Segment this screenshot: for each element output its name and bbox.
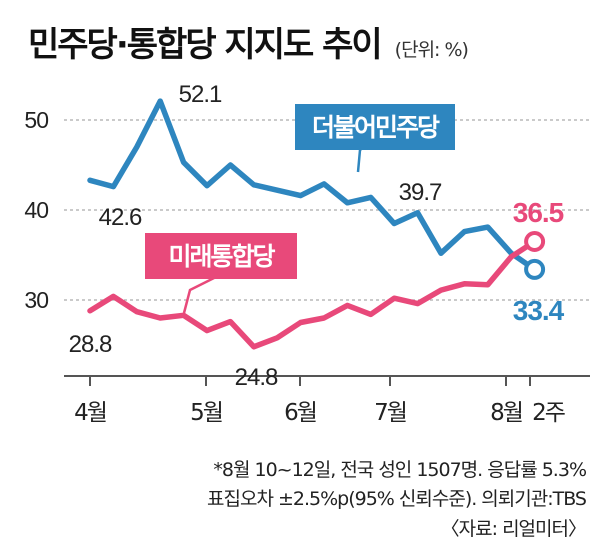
x-tick-label-1: 5월 <box>190 400 222 426</box>
x-tick-label-5: 2주 <box>532 400 565 426</box>
end-marker-0 <box>524 258 546 280</box>
data-label-0-14: 39.7 <box>399 179 442 206</box>
footnote-error: 표집오차 ±2.5%p(95% 신뢰수준). 의뢰기관:TBS <box>207 488 587 510</box>
series-line-0 <box>87 98 538 273</box>
series-line-1 <box>87 238 538 350</box>
y-tick-label-40: 40 <box>24 197 48 223</box>
democratic-name-box <box>295 104 455 150</box>
end-marker-1 <box>524 231 546 252</box>
x-tick-label-3: 7월 <box>374 400 406 426</box>
unified-leader <box>182 274 219 314</box>
data-label-1-19: 36.5 <box>513 197 564 228</box>
chart-title: 민주당·통합당 지지도 추이 <box>28 25 383 65</box>
footnote-source: 〈자료: 리얼미터〉 <box>440 518 587 540</box>
x-tick-label-4: 8월 <box>490 400 522 426</box>
democratic-name-box-label: 더불어민주당 <box>312 113 440 142</box>
data-label-0-19: 33.4 <box>513 295 565 326</box>
data-label-1-0: 28.8 <box>69 331 112 358</box>
y-tick-label-30: 30 <box>24 287 48 313</box>
footnote-survey: *8월 10~12일, 전국 성인 1507명. 응답률 5.3% <box>213 459 587 481</box>
unit-label: (단위: %) <box>394 39 469 61</box>
unified-name-box <box>145 233 297 279</box>
title-block: 민주당·통합당 지지도 추이 (단위: %) <box>28 10 469 66</box>
x-tick-label-2: 6월 <box>284 400 316 426</box>
y-tick-label-50: 50 <box>24 107 48 133</box>
data-label-0-3: 52.1 <box>179 81 222 108</box>
x-tick-label-0: 4월 <box>74 400 106 426</box>
data-label-0-1: 42.6 <box>99 204 142 231</box>
data-label-1-7: 24.8 <box>235 364 278 391</box>
unified-name-box-label: 미래통합당 <box>168 242 275 271</box>
